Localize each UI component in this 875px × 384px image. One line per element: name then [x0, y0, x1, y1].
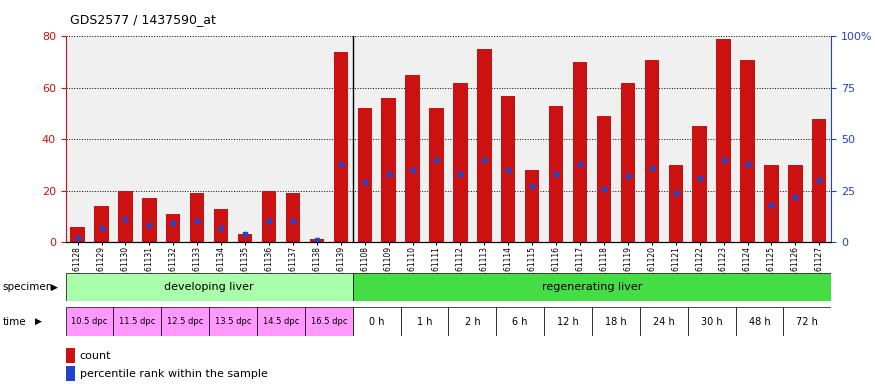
Text: 18 h: 18 h	[606, 316, 626, 327]
Bar	[597, 116, 611, 242]
Bar	[736, 307, 783, 336]
Bar	[544, 307, 592, 336]
Text: 48 h: 48 h	[749, 316, 770, 327]
Text: developing liver: developing liver	[164, 282, 254, 292]
Bar	[812, 119, 827, 242]
Bar	[783, 307, 831, 336]
Bar	[66, 366, 75, 381]
Bar	[401, 307, 449, 336]
Bar	[382, 98, 396, 242]
Bar	[353, 307, 401, 336]
Text: 72 h: 72 h	[796, 316, 818, 327]
Text: 30 h: 30 h	[701, 316, 723, 327]
Bar	[788, 165, 802, 242]
Text: time: time	[3, 317, 26, 327]
Bar	[190, 193, 205, 242]
Bar	[405, 75, 420, 242]
Text: 13.5 dpc: 13.5 dpc	[215, 317, 251, 326]
Bar	[238, 234, 252, 242]
Text: 12 h: 12 h	[557, 316, 579, 327]
Bar	[525, 170, 539, 242]
Text: GDS2577 / 1437590_at: GDS2577 / 1437590_at	[70, 13, 216, 26]
Bar	[640, 307, 688, 336]
Text: ▶: ▶	[35, 317, 42, 326]
Bar	[66, 273, 353, 301]
Bar	[740, 60, 755, 242]
Bar	[333, 52, 348, 242]
Text: 11.5 dpc: 11.5 dpc	[119, 317, 156, 326]
Text: 16.5 dpc: 16.5 dpc	[311, 317, 347, 326]
Text: 12.5 dpc: 12.5 dpc	[167, 317, 204, 326]
Text: regenerating liver: regenerating liver	[542, 282, 642, 292]
Text: percentile rank within the sample: percentile rank within the sample	[80, 369, 268, 379]
Bar	[501, 96, 515, 242]
Bar	[449, 307, 496, 336]
Bar	[688, 307, 736, 336]
Text: 0 h: 0 h	[369, 316, 384, 327]
Bar	[764, 165, 779, 242]
Text: count: count	[80, 351, 111, 361]
Text: 14.5 dpc: 14.5 dpc	[262, 317, 299, 326]
Bar	[118, 190, 133, 242]
Bar	[114, 307, 161, 336]
Bar	[592, 307, 640, 336]
Text: 6 h: 6 h	[513, 316, 528, 327]
Bar	[262, 190, 276, 242]
Bar	[620, 83, 635, 242]
Bar	[286, 193, 300, 242]
Bar	[430, 108, 444, 242]
Bar	[70, 227, 85, 242]
Bar	[166, 214, 180, 242]
Bar	[66, 307, 114, 336]
Bar	[353, 273, 831, 301]
Bar	[453, 83, 467, 242]
Bar	[358, 108, 372, 242]
Bar	[573, 62, 587, 242]
Bar	[161, 307, 209, 336]
Text: 10.5 dpc: 10.5 dpc	[72, 317, 108, 326]
Bar	[668, 165, 682, 242]
Text: 1 h: 1 h	[416, 316, 432, 327]
Bar	[214, 209, 228, 242]
Bar	[304, 307, 353, 336]
Text: specimen: specimen	[3, 282, 53, 292]
Bar	[310, 239, 324, 242]
Bar	[143, 198, 157, 242]
Text: 24 h: 24 h	[653, 316, 675, 327]
Bar	[717, 39, 731, 242]
Text: ▶: ▶	[51, 283, 58, 292]
Bar	[496, 307, 544, 336]
Bar	[477, 49, 492, 242]
Bar	[66, 348, 75, 363]
Text: 2 h: 2 h	[465, 316, 480, 327]
Bar	[692, 126, 707, 242]
Bar	[257, 307, 304, 336]
Bar	[549, 106, 564, 242]
Bar	[209, 307, 257, 336]
Bar	[645, 60, 659, 242]
Bar	[94, 206, 108, 242]
